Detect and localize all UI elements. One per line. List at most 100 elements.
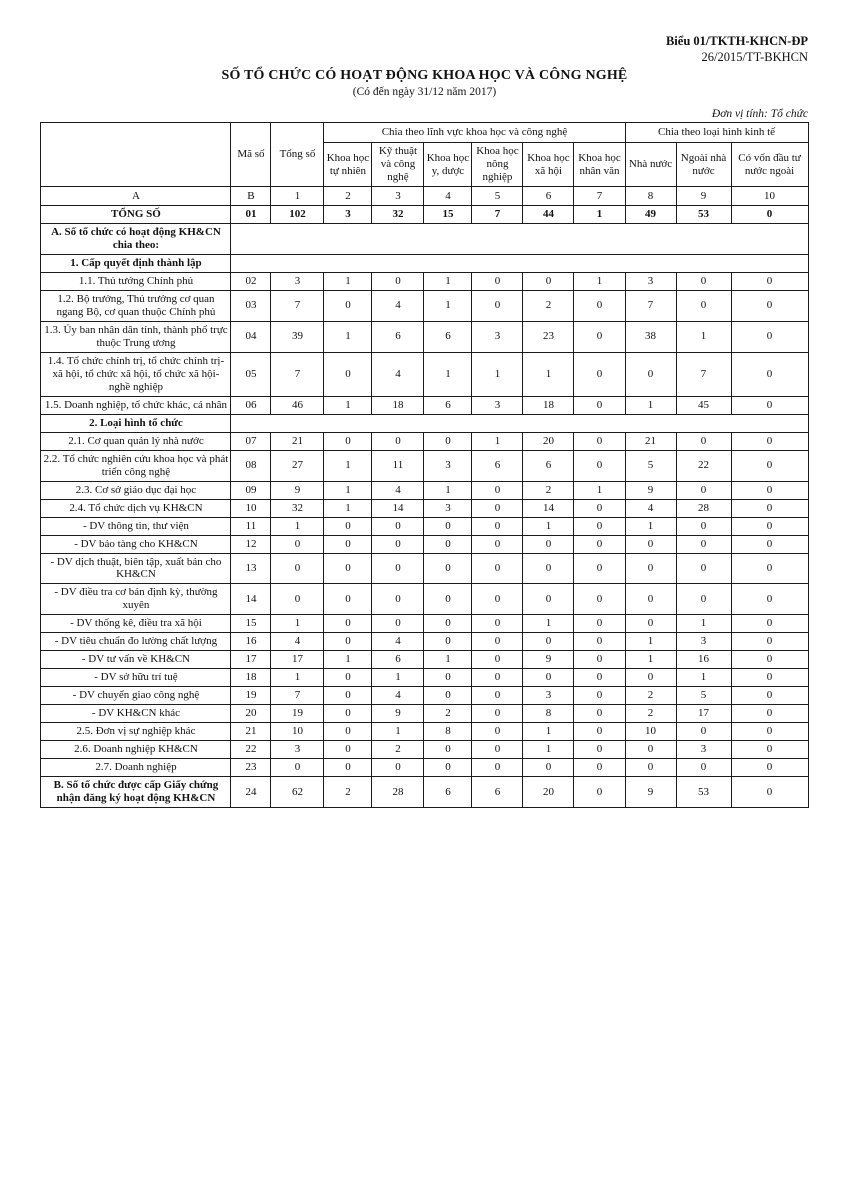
cell-value: 1 [423, 351, 473, 397]
table-body: TỔNG SỐ 01 102 3 32 15 7 44 1 49 53 0 A. Số tổ chức … [40, 205, 809, 809]
cell-value: 1 [323, 449, 373, 482]
row-label: - DV thống kê, điều tra xã hội [40, 614, 232, 634]
cell-value: 9 [624, 480, 677, 500]
cell-row-code: 09 [230, 480, 272, 500]
cell-value: 0 [675, 272, 732, 291]
col-header-field: Khoa học xã hội [522, 142, 575, 188]
cell-value: 0 [371, 516, 425, 536]
cell-value: 0 [371, 583, 425, 616]
group-header-fields: Chia theo lĩnh vực khoa học và công nghệ [323, 122, 626, 144]
cell-value: 1 [522, 614, 575, 634]
cell-value: 18 [522, 395, 575, 415]
cell-row-code: 10 [230, 498, 272, 518]
corner-cell [40, 122, 232, 188]
row-label: - DV thông tin, thư viện [40, 516, 232, 536]
cell-value: 2 [371, 740, 425, 760]
cell-value: 0 [471, 758, 524, 778]
cell-value: 2 [522, 480, 575, 500]
table-row: - DV bảo tàng cho KH&CN 12 0 0 0 0 0 0 0 0 0 0 [40, 534, 809, 554]
cell-value: 9 [371, 704, 425, 724]
row-label: 2. Loại hình tổ chức [40, 413, 232, 433]
cell-value: 6 [371, 320, 425, 353]
cell-value: 21 [624, 431, 677, 451]
cell-row-code: 12 [230, 534, 272, 554]
table-row: 2. Loại hình tổ chức [40, 413, 809, 433]
section-blank-cell [230, 254, 809, 274]
cell-value: 0 [323, 740, 373, 760]
cell-value: 23 [522, 320, 575, 353]
cell-value: 3 [471, 395, 524, 415]
cell-value: 0 [730, 552, 809, 585]
cell-value: 2 [624, 704, 677, 724]
cell-value: 62 [270, 776, 325, 809]
cell-value: 0 [522, 534, 575, 554]
cell-value: 0 [573, 534, 626, 554]
cell-value: 14 [522, 498, 575, 518]
cell-value: 2 [323, 776, 373, 809]
cell-row-code: 24 [230, 776, 272, 809]
cell-value: 0 [624, 740, 677, 760]
cell-value: 1 [270, 516, 325, 536]
cell-value: 6 [471, 449, 524, 482]
cell-value: 1 [323, 480, 373, 500]
cell-row-code: 08 [230, 449, 272, 482]
row-label: - DV tư vấn về KH&CN [40, 650, 232, 670]
cell-value: 0 [323, 722, 373, 742]
cell-value: 0 [730, 583, 809, 616]
table-row: 1.4. Tổ chức chính trị, tổ chức chính tr… [40, 351, 809, 397]
cell-value: 45 [675, 395, 732, 415]
cell-value: 19 [270, 704, 325, 724]
cell-value: 3 [423, 498, 473, 518]
cell-value: 0 [423, 740, 473, 760]
cell-value: 6 [423, 776, 473, 809]
cell-value: 16 [675, 650, 732, 670]
letter-cell: 7 [573, 186, 626, 207]
row-label: - DV chuyển giao công nghệ [40, 686, 232, 706]
cell-value: 0 [522, 758, 575, 778]
form-reference: 26/2015/TT-BKHCN [701, 49, 809, 64]
table-row: - DV thông tin, thư viện 11 1 0 0 0 0 1 0 1 0 0 [40, 516, 809, 536]
cell-value: 0 [675, 722, 732, 742]
cell-value: 0 [675, 534, 732, 554]
cell-value: 0 [270, 534, 325, 554]
cell-value: 0 [730, 686, 809, 706]
col-header-field: Khoa học nhân văn [573, 142, 626, 188]
row-label: 1.3. Ủy ban nhân dân tỉnh, thành phố trự… [40, 320, 232, 353]
cell-value: 7 [624, 290, 677, 322]
table-row: - DV tiêu chuẩn đo lường chất lượng 16 4 0 4… [40, 632, 809, 652]
row-label: 1. Cấp quyết định thành lập [40, 254, 232, 274]
cell-value: 10 [624, 722, 677, 742]
cell-value: 0 [675, 516, 732, 536]
cell-row-code: 13 [230, 552, 272, 585]
letter-cell: 6 [522, 186, 575, 207]
cell-value: 0 [573, 668, 626, 688]
cell-value: 6 [522, 449, 575, 482]
cell-value: 1 [270, 668, 325, 688]
cell-value: 3 [471, 320, 524, 353]
cell-value: 0 [471, 740, 524, 760]
cell-value: 1 [423, 272, 473, 291]
cell-value: 0 [371, 534, 425, 554]
cell-value: 1 [371, 668, 425, 688]
cell-value: 0 [423, 686, 473, 706]
cell-value: 53 [675, 776, 732, 809]
cell-value: 0 [675, 290, 732, 322]
cell-value: 32 [371, 205, 425, 225]
cell-value: 0 [730, 290, 809, 322]
table-row: - DV dịch thuật, biên tập, xuất bản cho … [40, 552, 809, 585]
cell-value: 0 [371, 758, 425, 778]
row-label: 1.2. Bộ trưởng, Thủ trưởng cơ quan ngang… [40, 290, 232, 322]
cell-value: 20 [522, 776, 575, 809]
cell-value: 8 [423, 722, 473, 742]
cell-value: 3 [270, 740, 325, 760]
cell-value: 0 [573, 686, 626, 706]
cell-value: 0 [730, 650, 809, 670]
cell-value: 0 [471, 704, 524, 724]
cell-value: 6 [423, 395, 473, 415]
cell-value: 0 [675, 552, 732, 585]
cell-value: 0 [471, 722, 524, 742]
cell-row-code: 15 [230, 614, 272, 634]
cell-value: 0 [323, 431, 373, 451]
cell-value: 0 [471, 516, 524, 536]
letter-cell: 9 [675, 186, 732, 207]
